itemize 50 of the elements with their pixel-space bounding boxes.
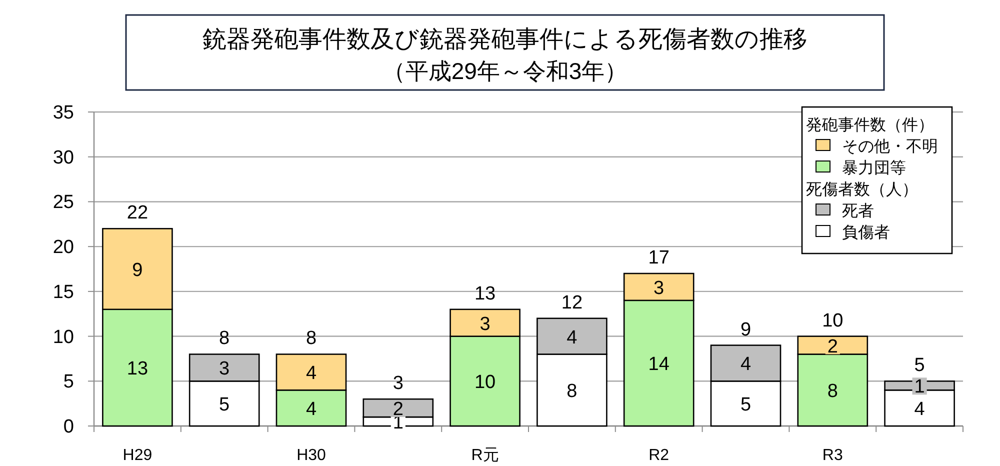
total-label: 22 <box>126 202 148 224</box>
x-tick-label: H29 <box>122 447 152 464</box>
data-label: 5 <box>740 394 752 416</box>
data-label: 4 <box>914 399 926 420</box>
x-tick-label: R3 <box>822 447 843 464</box>
data-label: 5 <box>219 394 230 416</box>
legend-label: その他・不明 <box>842 138 938 156</box>
x-tick-label: R元 <box>471 447 499 464</box>
y-tick-label: 10 <box>52 326 74 348</box>
data-label: 4 <box>306 399 317 420</box>
total-label: 9 <box>740 319 752 340</box>
data-label: 14 <box>648 354 670 376</box>
data-label: 8 <box>827 381 838 402</box>
data-label: 4 <box>306 363 317 384</box>
total-label: 12 <box>561 292 583 314</box>
chart-title: 銃器発砲事件数及び銃器発砲事件による死傷者数の推移 <box>202 26 808 53</box>
data-label: 4 <box>566 327 578 348</box>
data-label: 2 <box>827 336 838 358</box>
legend-label: 死者 <box>842 202 874 220</box>
y-tick-label: 25 <box>52 192 74 214</box>
y-tick-label: 5 <box>63 372 74 393</box>
total-label: 5 <box>914 355 925 376</box>
data-label: 10 <box>474 372 496 394</box>
y-tick-label: 0 <box>63 416 74 438</box>
x-tick-label: R2 <box>648 447 670 464</box>
x-tick-label: H30 <box>296 447 326 464</box>
title-box: 銃器発砲事件数及び銃器発砲事件による死傷者数の推移 （平成29年～令和3年） <box>125 14 885 91</box>
y-tick-label: 30 <box>52 147 74 168</box>
y-tick-label: 15 <box>52 282 74 303</box>
data-label: 4 <box>740 354 752 376</box>
data-label: 3 <box>654 278 664 299</box>
data-label: 13 <box>126 358 148 380</box>
total-label: 13 <box>474 283 496 304</box>
data-label: 3 <box>219 358 230 380</box>
legend-label: 暴力団等 <box>842 159 906 177</box>
y-tick-label: 35 <box>52 102 74 124</box>
annotation: 死傷者数（人） <box>806 180 918 198</box>
chart-subtitle: （平成29年～令和3年） <box>382 58 628 84</box>
data-label: 9 <box>132 260 143 281</box>
total-label: 8 <box>219 328 230 350</box>
annotation: 発砲事件数（件） <box>806 116 934 134</box>
y-tick-label: 20 <box>52 237 74 258</box>
total-label: 3 <box>392 373 404 394</box>
total-label: 10 <box>822 310 844 332</box>
total-label: 17 <box>648 247 670 268</box>
data-label: 1 <box>914 376 925 398</box>
total-label: 8 <box>306 328 317 350</box>
legend-label: 負傷者 <box>842 224 890 242</box>
data-label: 3 <box>480 314 490 335</box>
data-label: 8 <box>566 381 578 402</box>
